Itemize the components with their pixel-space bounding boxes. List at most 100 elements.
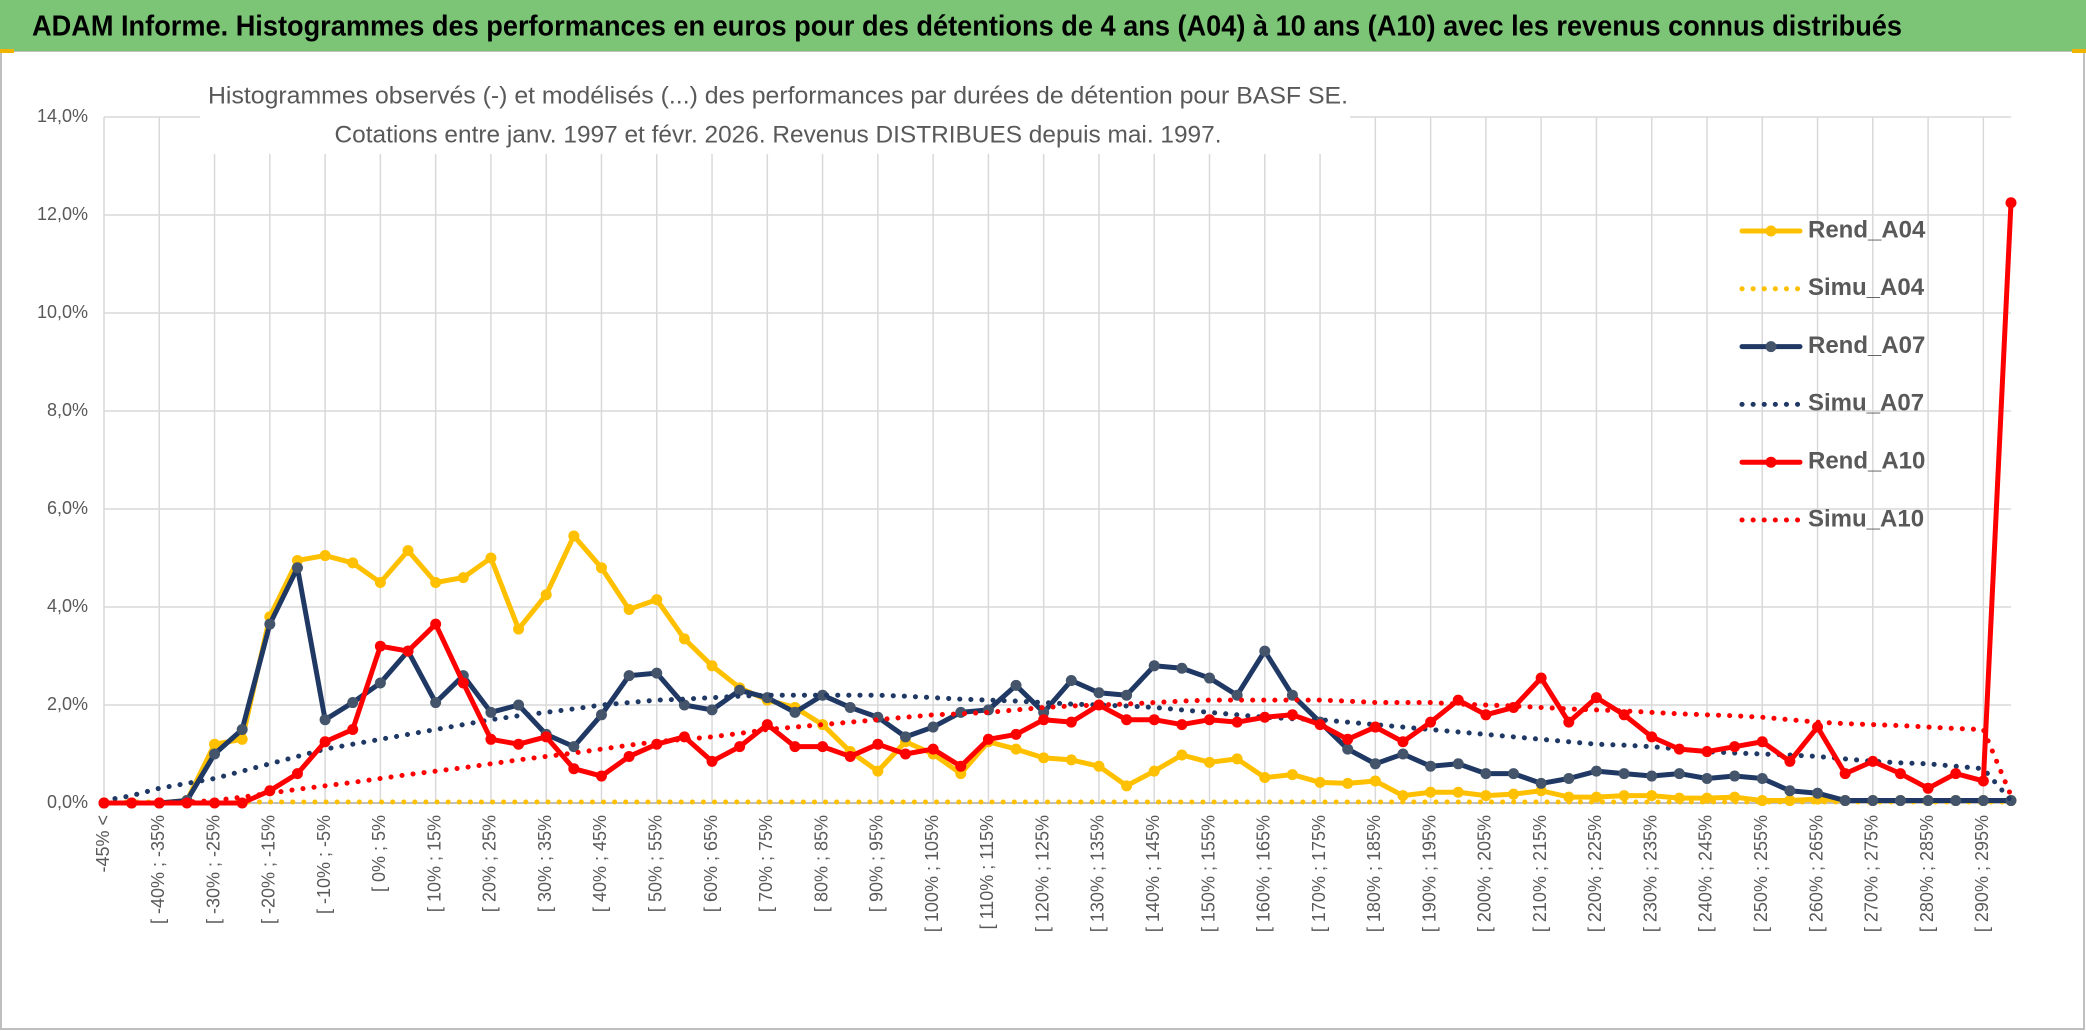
data-point bbox=[1812, 721, 1824, 733]
data-point bbox=[1839, 768, 1851, 780]
data-point bbox=[485, 706, 497, 718]
data-point bbox=[1452, 758, 1464, 770]
data-point bbox=[1314, 776, 1326, 788]
data-point bbox=[236, 797, 248, 809]
x-tick-label: [ 270% ; 275% bbox=[1862, 815, 1882, 932]
data-point bbox=[1148, 660, 1160, 672]
data-point bbox=[374, 640, 386, 652]
legend-label: Rend_A04 bbox=[1808, 216, 1926, 243]
data-point bbox=[1176, 719, 1188, 731]
data-point bbox=[485, 733, 497, 745]
data-point bbox=[1784, 785, 1796, 797]
data-point bbox=[872, 765, 884, 777]
plot bbox=[98, 197, 2017, 809]
corner-mark bbox=[0, 49, 14, 53]
data-point bbox=[1148, 765, 1160, 777]
title-box bbox=[200, 78, 1350, 154]
data-point bbox=[595, 562, 607, 574]
data-point bbox=[1618, 768, 1630, 780]
data-point bbox=[706, 660, 718, 672]
data-point bbox=[651, 594, 663, 606]
data-point bbox=[1065, 754, 1077, 766]
data-point bbox=[347, 724, 359, 735]
data-point bbox=[236, 724, 248, 735]
data-point bbox=[540, 589, 552, 601]
data-point bbox=[927, 721, 939, 733]
data-point bbox=[1369, 758, 1381, 770]
chart-subtitle: Cotations entre janv. 1997 et févr. 2026… bbox=[335, 121, 1222, 148]
data-point bbox=[347, 697, 359, 709]
data-point bbox=[1369, 721, 1381, 733]
y-tick-label: 14,0% bbox=[37, 106, 88, 126]
x-tick-label: [ 260% ; 265% bbox=[1806, 815, 1826, 932]
y-tick-label: 2,0% bbox=[47, 694, 88, 714]
data-point bbox=[1425, 786, 1437, 798]
data-point bbox=[734, 741, 746, 753]
data-point bbox=[1231, 753, 1243, 765]
data-point bbox=[1646, 731, 1658, 743]
y-tick-label: 0,0% bbox=[47, 792, 88, 812]
data-point bbox=[264, 618, 276, 630]
data-point bbox=[1286, 769, 1298, 781]
x-tick-label: [ 50% ; 55% bbox=[646, 815, 666, 912]
data-point bbox=[430, 577, 442, 588]
data-point bbox=[1010, 728, 1022, 740]
series-line bbox=[101, 565, 2014, 806]
x-tick-label: [ 110% ; 115% bbox=[977, 815, 997, 929]
data-point bbox=[1977, 795, 1989, 807]
data-point bbox=[1618, 709, 1630, 721]
data-point bbox=[1867, 795, 1879, 807]
data-point bbox=[1369, 775, 1381, 787]
data-point bbox=[1729, 741, 1741, 753]
x-tick-label: [ 170% ; 175% bbox=[1309, 815, 1329, 932]
data-point bbox=[1204, 756, 1216, 768]
x-tick-label: [ 160% ; 165% bbox=[1254, 815, 1274, 932]
data-point bbox=[623, 750, 635, 762]
data-point bbox=[513, 699, 525, 711]
data-point bbox=[1922, 782, 1934, 794]
data-point bbox=[347, 557, 359, 569]
series-line bbox=[101, 200, 2014, 806]
x-tick-label: [ 280% ; 285% bbox=[1917, 815, 1937, 932]
data-point bbox=[844, 750, 856, 762]
x-tick-label: [ 240% ; 245% bbox=[1696, 815, 1716, 932]
data-point bbox=[1701, 746, 1713, 758]
data-point bbox=[651, 667, 663, 679]
data-point bbox=[1480, 768, 1492, 780]
data-point bbox=[1508, 701, 1520, 713]
data-point bbox=[706, 755, 718, 767]
data-point bbox=[1480, 709, 1492, 721]
data-point bbox=[209, 748, 221, 760]
data-point bbox=[1259, 711, 1271, 723]
data-point bbox=[1867, 755, 1879, 767]
x-tick-label: [ 210% ; 215% bbox=[1530, 815, 1550, 932]
x-tick-label: [ 90% ; 95% bbox=[867, 815, 887, 912]
data-point bbox=[1508, 788, 1520, 800]
series-line bbox=[101, 692, 2014, 804]
data-point bbox=[1535, 672, 1547, 684]
data-point bbox=[291, 768, 303, 780]
data-point bbox=[595, 770, 607, 782]
data-point bbox=[1176, 662, 1188, 674]
data-point bbox=[1646, 790, 1658, 802]
data-point bbox=[457, 677, 469, 689]
data-point bbox=[457, 572, 469, 584]
data-point bbox=[126, 797, 138, 809]
data-point bbox=[1314, 719, 1326, 731]
data-point bbox=[1342, 733, 1354, 745]
data-point bbox=[1590, 692, 1602, 704]
data-point bbox=[1093, 687, 1105, 699]
data-point bbox=[1563, 716, 1575, 728]
chart-title: Histogrammes observés (-) et modélisés (… bbox=[208, 82, 1348, 109]
data-point bbox=[1397, 790, 1409, 802]
data-point bbox=[568, 741, 580, 753]
x-tick-label: [ -40% ; -35% bbox=[148, 815, 168, 924]
data-point bbox=[1950, 768, 1962, 780]
data-point bbox=[1673, 768, 1685, 780]
data-point bbox=[1950, 795, 1962, 807]
data-point bbox=[430, 697, 442, 709]
data-point bbox=[1701, 773, 1713, 784]
data-point bbox=[1425, 760, 1437, 772]
header-bar bbox=[0, 0, 2086, 51]
